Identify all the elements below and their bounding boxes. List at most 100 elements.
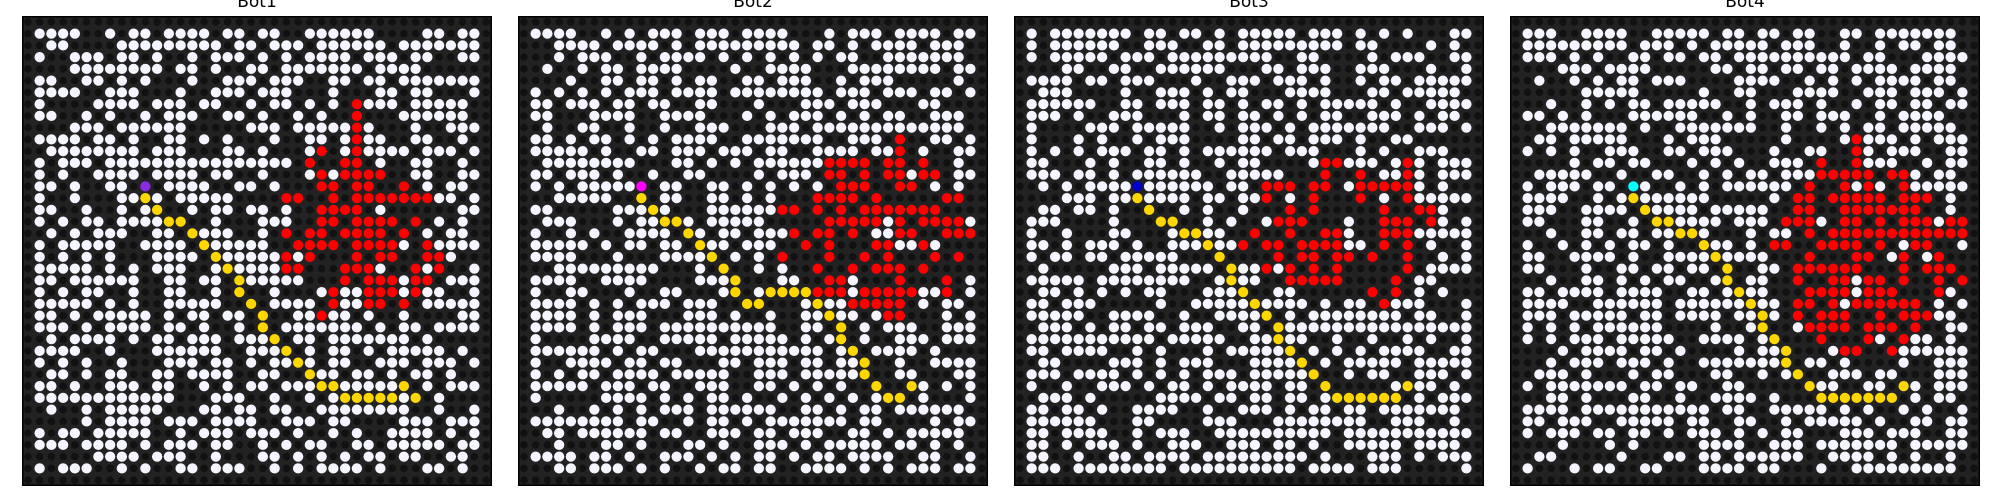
open-cell (1214, 157, 1225, 169)
open-cell (894, 322, 906, 333)
fire-cell (906, 181, 917, 192)
closed-cell (1700, 41, 1708, 50)
open-cell (339, 28, 351, 39)
closed-cell (860, 347, 869, 355)
open-cell (93, 134, 104, 145)
closed-cell (1309, 335, 1318, 343)
open-cell (1449, 169, 1460, 180)
closed-cell (1427, 53, 1435, 61)
open-cell (894, 87, 906, 98)
closed-cell (400, 29, 408, 38)
open-cell (929, 28, 941, 39)
closed-cell (1333, 182, 1341, 191)
open-cell (636, 369, 647, 380)
closed-cell (482, 194, 490, 202)
closed-cell (731, 417, 740, 426)
open-cell (222, 392, 233, 404)
closed-cell (1145, 394, 1153, 402)
closed-cell (743, 170, 751, 179)
open-cell (741, 75, 753, 86)
closed-cell (649, 358, 657, 367)
open-cell (1049, 310, 1061, 321)
closed-cell (860, 311, 869, 320)
closed-cell (1403, 464, 1412, 473)
open-cell (128, 216, 139, 227)
fire-cell (328, 192, 339, 204)
closed-cell (353, 358, 361, 367)
open-cell (1167, 439, 1178, 451)
bot-cell (1132, 181, 1143, 192)
closed-cell (223, 335, 232, 343)
closed-cell (1086, 288, 1095, 296)
closed-cell (1723, 18, 1732, 26)
closed-cell (223, 65, 232, 73)
closed-cell (520, 159, 528, 167)
grid-panel-bot3 (1014, 16, 1484, 486)
path-cell (1273, 333, 1284, 345)
closed-cell (978, 382, 986, 390)
closed-cell (1251, 65, 1259, 73)
closed-cell (1157, 476, 1165, 484)
open-cell (1038, 345, 1049, 357)
closed-cell (317, 335, 326, 343)
path-cell (304, 369, 316, 380)
open-cell (57, 298, 69, 310)
closed-cell (59, 452, 67, 461)
open-cell (718, 51, 729, 63)
open-cell (577, 239, 588, 251)
closed-cell (543, 229, 552, 238)
open-cell (104, 439, 116, 451)
open-cell (1143, 157, 1155, 169)
closed-cell (637, 159, 646, 167)
closed-cell (520, 241, 528, 249)
closed-cell (235, 476, 244, 484)
closed-cell (106, 464, 114, 473)
closed-cell (849, 170, 857, 179)
open-cell (269, 392, 280, 404)
open-cell (765, 192, 776, 204)
open-cell (706, 298, 718, 310)
fire-cell (281, 251, 292, 263)
closed-cell (1380, 288, 1388, 296)
closed-cell (1063, 464, 1071, 473)
open-cell (835, 345, 847, 357)
closed-cell (1157, 335, 1165, 343)
closed-cell (1192, 370, 1200, 379)
open-cell (1155, 192, 1167, 204)
closed-cell (1039, 135, 1048, 144)
open-cell (753, 134, 765, 145)
closed-cell (1805, 18, 1814, 26)
open-cell (422, 75, 433, 86)
open-cell (659, 333, 671, 345)
fire-cell (871, 192, 882, 204)
open-cell (671, 181, 682, 192)
closed-cell (1286, 100, 1294, 108)
closed-cell (470, 394, 479, 402)
closed-cell (376, 123, 385, 132)
closed-cell (235, 347, 244, 355)
open-cell (422, 357, 433, 368)
closed-cell (458, 429, 467, 437)
open-cell (589, 51, 600, 63)
open-cell (1085, 51, 1096, 63)
open-cell (1120, 145, 1131, 157)
open-cell (1143, 122, 1155, 133)
closed-cell (1016, 476, 1024, 484)
open-cell (210, 263, 222, 274)
closed-cell (200, 65, 208, 73)
open-cell (116, 322, 128, 333)
closed-cell (1204, 18, 1212, 26)
open-cell (257, 110, 269, 122)
closed-cell (1298, 476, 1306, 484)
open-cell (128, 28, 139, 39)
closed-cell (482, 452, 490, 461)
open-cell (965, 63, 976, 75)
grid-panel-bot2 (518, 16, 988, 486)
closed-cell (1474, 464, 1482, 473)
fire-cell (929, 216, 941, 227)
open-cell (777, 345, 788, 357)
closed-cell (1462, 382, 1471, 390)
open-cell (46, 87, 57, 98)
open-cell (1816, 51, 1827, 63)
closed-cell (1133, 452, 1142, 461)
